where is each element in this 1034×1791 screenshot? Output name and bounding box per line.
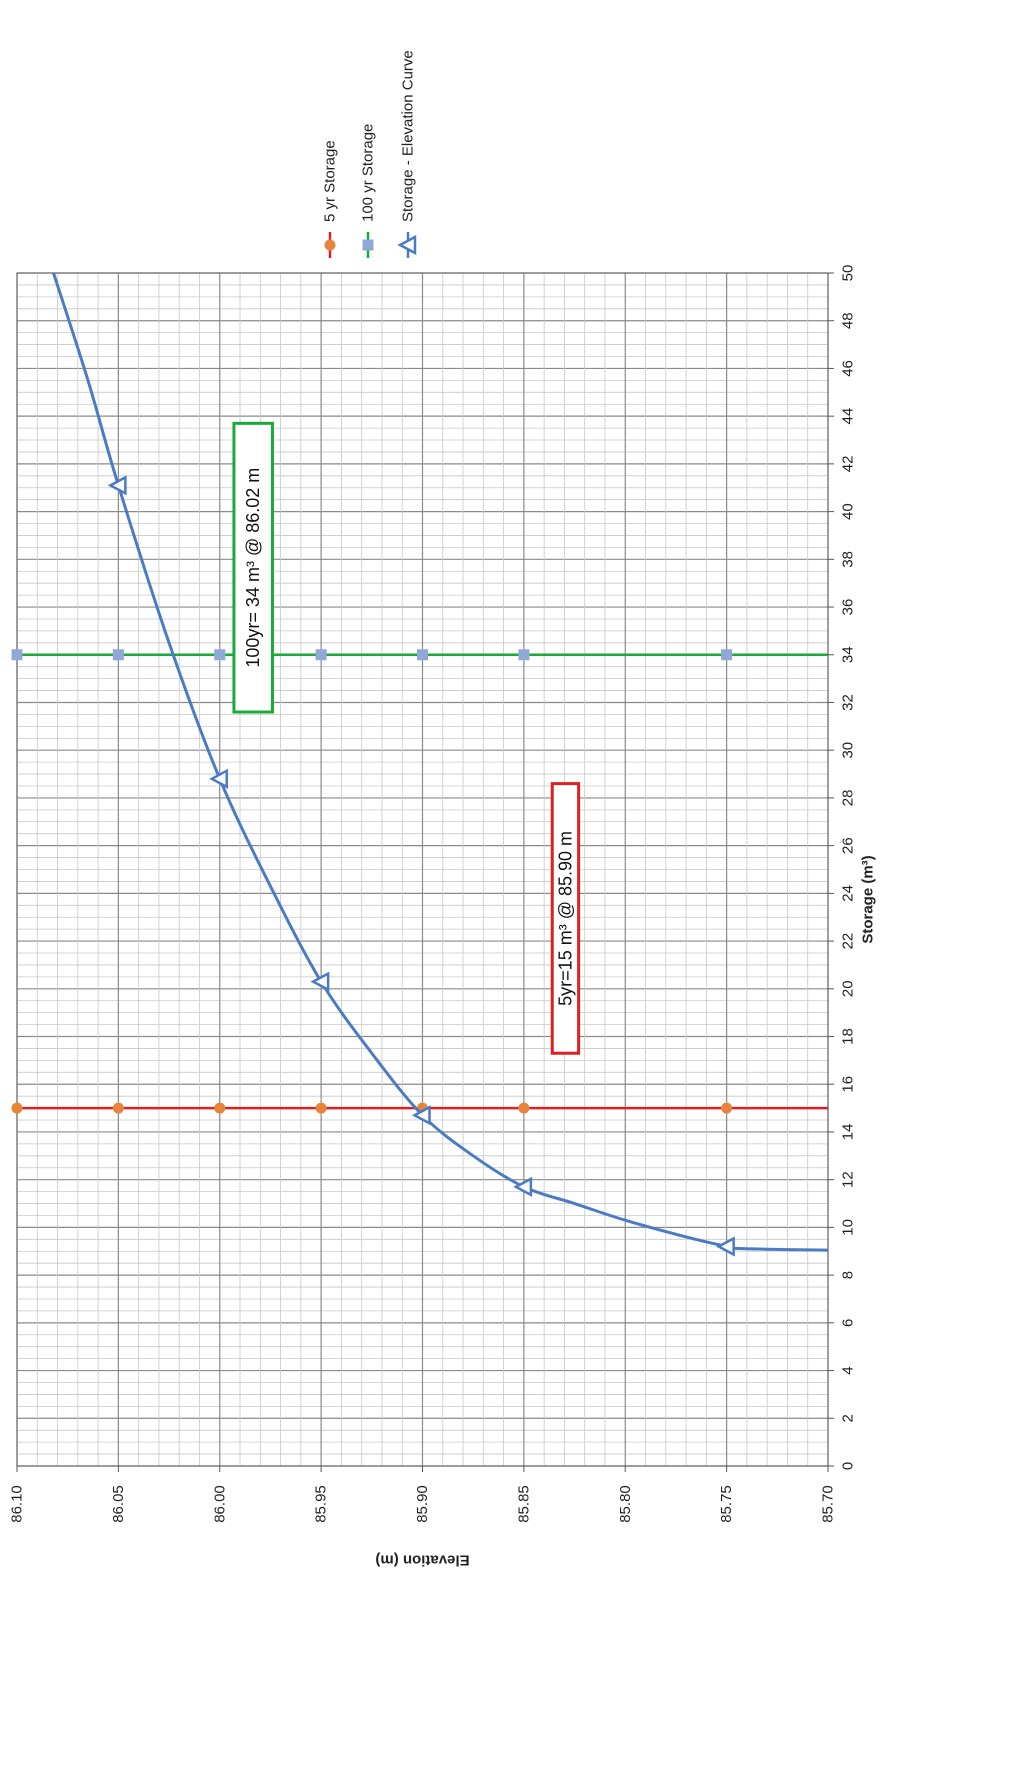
legend-label: 100 yr Storage: [360, 124, 377, 222]
five-yr-marker: [11, 1102, 23, 1114]
y-tick-labels: 85.70 85.75 85.80 85.85 85.90 85.95 86.00 86.05…: [9, 1485, 837, 1523]
x-tick-label: 34: [840, 646, 857, 663]
hundred-yr-marker: [112, 649, 124, 661]
annotation-text-100yr: 100yr= 34 m³ @ 86.02 m: [243, 468, 263, 668]
y-tick-label: 85.75: [718, 1485, 735, 1523]
x-tick-label: 26: [840, 837, 857, 854]
five-yr-marker: [315, 1102, 327, 1114]
series-100yr-storage: [11, 649, 828, 661]
five-yr-marker: [214, 1102, 226, 1114]
x-tick-label: 22: [840, 933, 857, 950]
series-5yr-storage: [11, 1102, 828, 1114]
x-tick-label: 28: [840, 790, 857, 807]
legend-swatch-marker: [397, 234, 417, 256]
curve-marker: [310, 971, 330, 992]
y-tick-label: 86.05: [110, 1485, 127, 1523]
annotation-text-5yr: 5yr=15 m³ @ 85.90 m: [555, 831, 575, 1006]
y-tick-label: 86.10: [9, 1485, 26, 1523]
annotations: 5yr=15 m³ @ 85.90 m 100yr= 34 m³ @ 86.02 …: [232, 421, 581, 1055]
annotation-box-100yr: [232, 421, 274, 714]
legend-swatch-marker: [362, 239, 374, 251]
curve-marker: [209, 768, 228, 789]
x-tick-label: 2: [840, 1414, 857, 1422]
x-tick-label: 20: [840, 980, 857, 997]
x-tick-label: 0: [840, 1462, 857, 1470]
x-tick-labels: 0246810121416182022242628303234363840424…: [840, 265, 857, 1471]
y-tick-label: 86.00: [211, 1485, 228, 1523]
series-storage-elevation-curve: [52, 272, 829, 1257]
x-tick-label: 50: [840, 265, 857, 282]
hundred-yr-marker: [721, 649, 733, 661]
x-tick-label: 30: [840, 742, 857, 759]
x-tick-label: 44: [840, 408, 857, 425]
x-tick-label: 36: [840, 599, 857, 616]
y-tick-label: 85.85: [515, 1485, 532, 1523]
y-tick-label: 85.80: [617, 1485, 634, 1523]
legend-swatch-marker: [324, 239, 336, 251]
x-tick-label: 16: [840, 1076, 857, 1093]
curve-marker: [513, 1176, 533, 1197]
legend-label: 5 yr Storage: [322, 140, 339, 222]
legend-label: Storage - Elevation Curve: [400, 50, 417, 222]
y-tick-label: 85.90: [414, 1485, 431, 1523]
y-tick-label: 85.95: [313, 1485, 330, 1523]
x-tick-label: 42: [840, 456, 857, 473]
x-tick-label: 18: [840, 1028, 857, 1045]
x-tick-label: 32: [840, 694, 857, 711]
y-tick-label: 85.70: [820, 1485, 837, 1523]
legend: 5 yr Storage 100 yr Storage Storage - Elev…: [322, 50, 417, 258]
x-tick-label: 24: [840, 885, 857, 902]
annotation-box-5yr: [550, 782, 581, 1055]
x-tick-label: 12: [840, 1171, 857, 1188]
x-tick-label: 8: [840, 1271, 857, 1279]
five-yr-marker: [112, 1102, 124, 1114]
hundred-yr-marker: [417, 649, 428, 661]
axis-titles: Storage (m³) Elevation (m): [375, 855, 876, 1568]
curve-marker: [411, 1105, 431, 1126]
hundred-yr-marker: [518, 649, 530, 661]
hundred-yr-marker: [315, 649, 327, 661]
x-tick-label: 38: [840, 551, 857, 568]
x-tick-label: 10: [840, 1219, 857, 1236]
x-tick-label: 6: [840, 1319, 857, 1327]
curve-marker: [107, 475, 127, 496]
x-tick-label: 4: [840, 1366, 857, 1374]
x-tick-label: 46: [840, 360, 857, 377]
five-yr-marker: [721, 1102, 733, 1114]
gridlines: [16, 272, 829, 1467]
hundred-yr-marker: [11, 649, 23, 661]
x-axis-title: Storage (m³): [860, 855, 877, 943]
curve-marker: [715, 1236, 735, 1257]
five-yr-marker: [518, 1102, 530, 1114]
plot-border: [16, 272, 834, 1472]
x-tick-label: 14: [840, 1124, 857, 1141]
curve-line: [52, 272, 829, 1252]
x-tick-label: 48: [840, 312, 857, 329]
x-tick-label: 40: [840, 503, 857, 520]
y-axis-title: Elevation (m): [375, 1552, 469, 1569]
hundred-yr-marker: [214, 649, 226, 661]
